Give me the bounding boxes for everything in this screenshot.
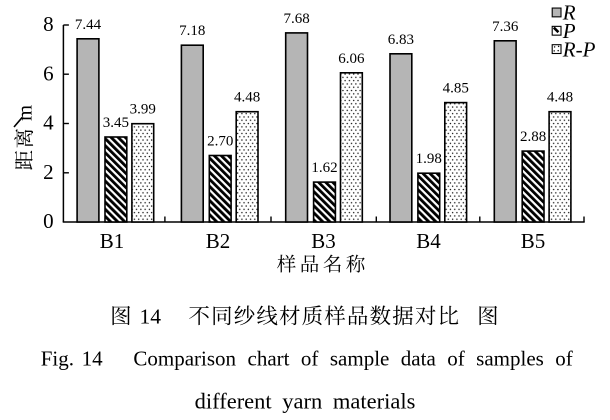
svg-text:4.48: 4.48 — [547, 90, 573, 106]
svg-text:6: 6 — [43, 62, 54, 86]
svg-text:14: 14 — [140, 305, 162, 329]
svg-text:1.98: 1.98 — [416, 151, 442, 167]
svg-text:4.85: 4.85 — [443, 81, 469, 97]
svg-text:different yarn materials: different yarn materials — [195, 388, 416, 413]
svg-text:B1: B1 — [100, 229, 125, 253]
svg-text:7.44: 7.44 — [75, 17, 102, 33]
svg-text:7.68: 7.68 — [283, 11, 309, 27]
svg-text:Fig.: Fig. — [41, 347, 74, 371]
svg-text:B3: B3 — [311, 229, 336, 253]
svg-text:6.06: 6.06 — [338, 51, 365, 67]
svg-text:2: 2 — [43, 160, 54, 184]
svg-text:6.83: 6.83 — [388, 32, 414, 48]
svg-text:m: m — [15, 105, 37, 121]
svg-text:P: P — [562, 19, 576, 43]
svg-text:3.45: 3.45 — [103, 115, 129, 131]
svg-text:4.48: 4.48 — [234, 90, 260, 106]
svg-text:7.18: 7.18 — [179, 23, 205, 39]
svg-text:2.70: 2.70 — [207, 134, 233, 150]
svg-text:3.99: 3.99 — [130, 102, 156, 118]
svg-text:B5: B5 — [521, 229, 546, 253]
svg-text:B2: B2 — [206, 229, 231, 253]
svg-text:R-P: R-P — [562, 37, 596, 61]
svg-text:0: 0 — [43, 209, 54, 233]
svg-text:4: 4 — [43, 111, 54, 135]
svg-text:2.88: 2.88 — [520, 129, 546, 145]
svg-text:Comparison chart of sample dat: Comparison chart of sample data of sampl… — [133, 347, 572, 371]
svg-text:R: R — [562, 1, 576, 25]
svg-text:14: 14 — [82, 347, 104, 371]
svg-text:B4: B4 — [416, 229, 441, 253]
svg-text:1.62: 1.62 — [311, 160, 337, 176]
svg-text:7.36: 7.36 — [492, 19, 519, 35]
svg-text:8: 8 — [43, 12, 54, 36]
